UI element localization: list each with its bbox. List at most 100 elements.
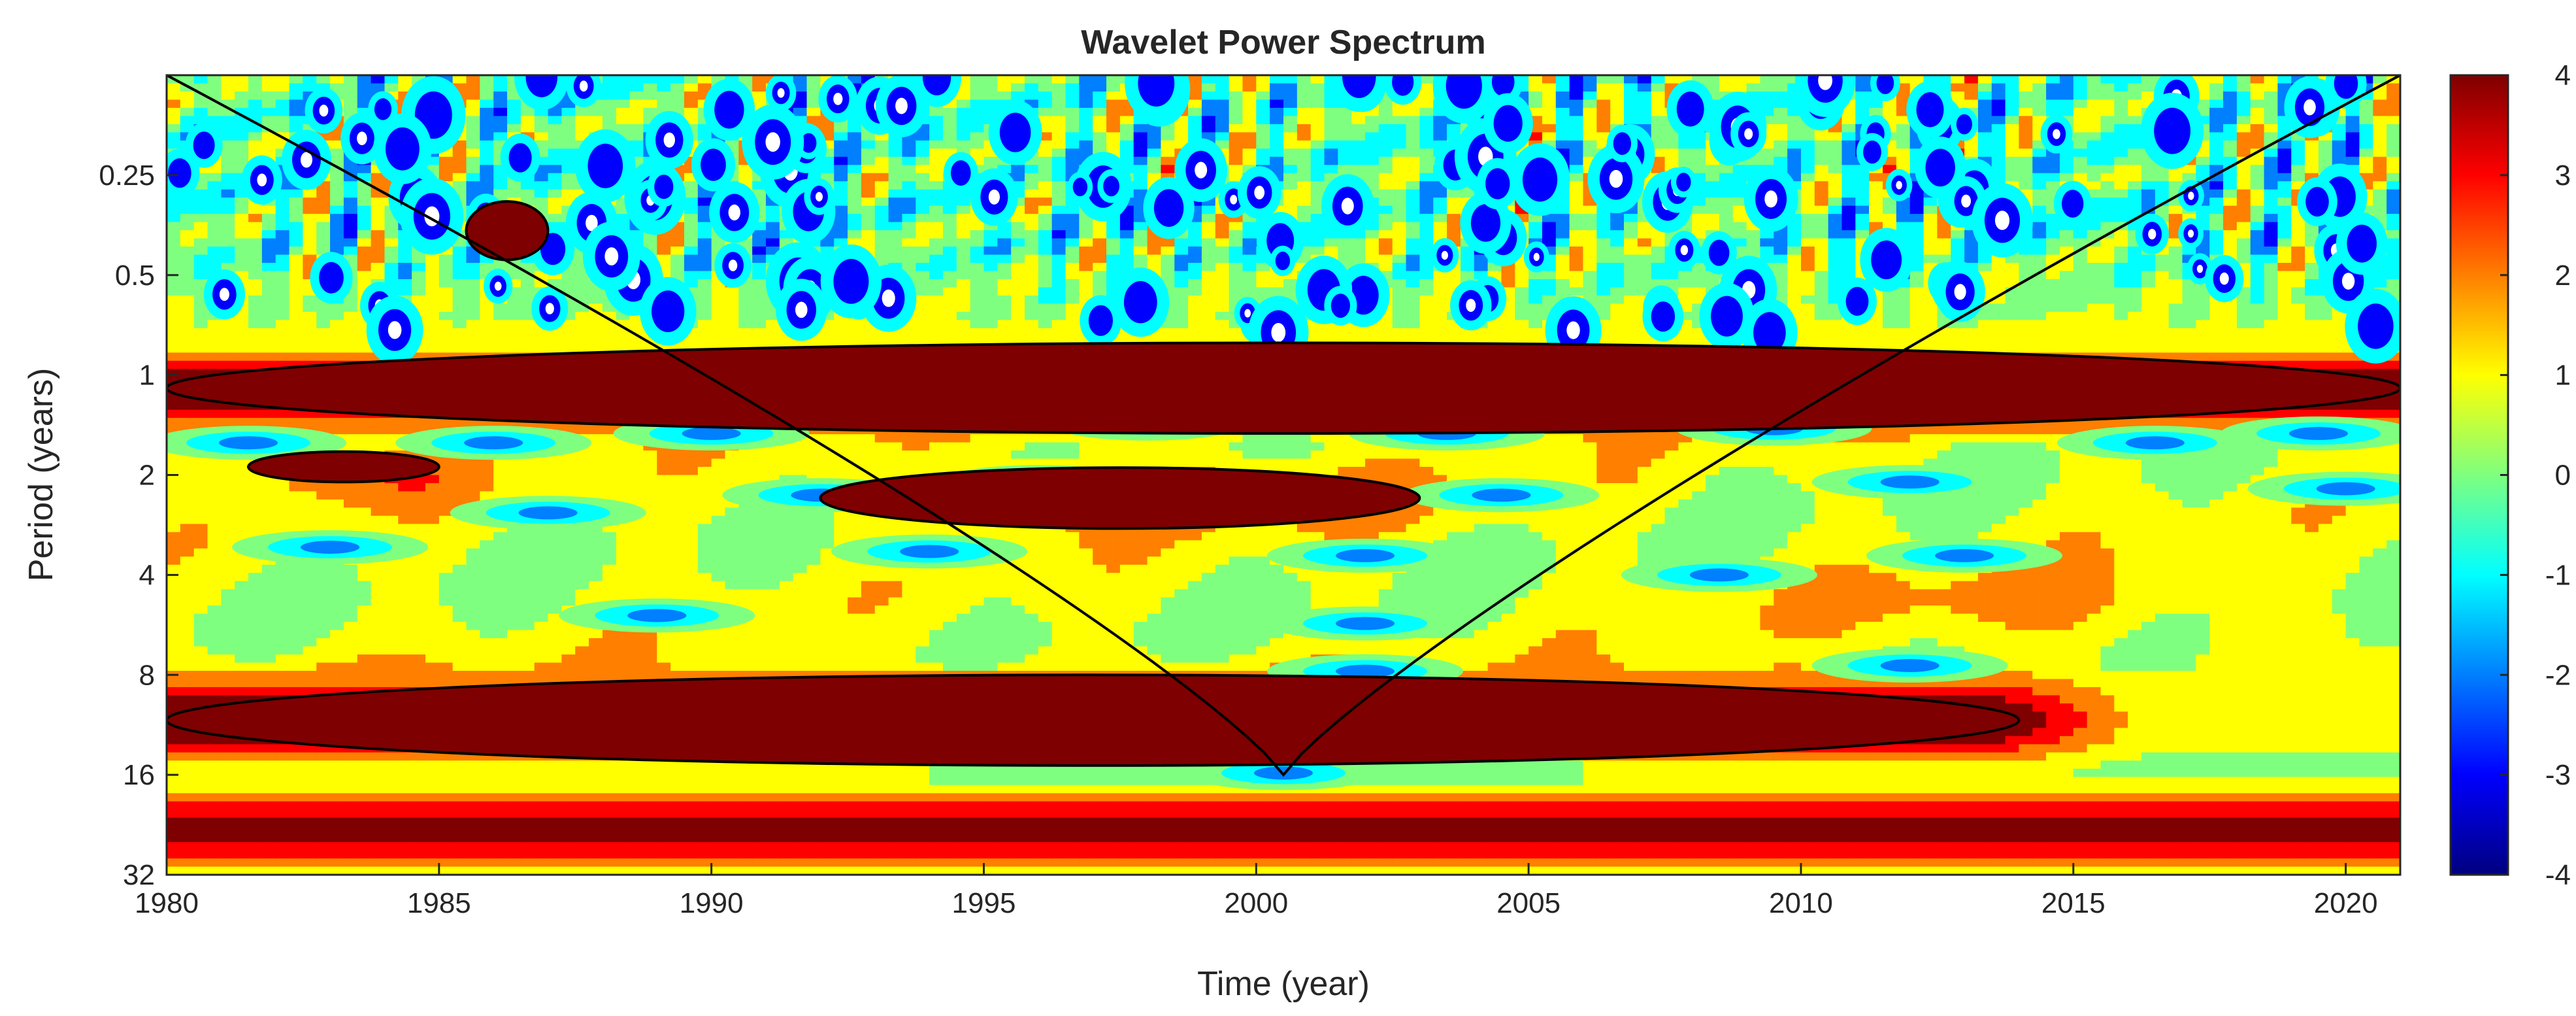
heatmap-cell (589, 662, 603, 671)
heatmap-cell (412, 679, 426, 688)
heatmap-cell (697, 638, 712, 647)
heatmap-cell (180, 622, 195, 631)
heatmap-cell (493, 834, 508, 843)
heatmap-cell (221, 148, 236, 158)
heatmap-cell (466, 605, 481, 615)
heatmap-cell (248, 230, 263, 239)
heatmap-cell (738, 548, 753, 558)
heatmap-cell (643, 532, 658, 541)
heatmap-cell (316, 850, 331, 859)
heatmap-cell (820, 573, 835, 582)
heatmap-cell (425, 834, 440, 843)
heatmap-cell (820, 524, 835, 533)
heatmap-cell (684, 336, 699, 345)
heatmap-cell (438, 328, 454, 337)
heatmap-cell (697, 246, 712, 256)
heatmap-cell (752, 467, 767, 476)
heatmap-cell (657, 507, 671, 516)
heatmap-cell (534, 638, 549, 647)
heatmap-cell (180, 524, 195, 533)
heatmap-cell (316, 320, 331, 329)
heatmap-cell (752, 842, 767, 851)
heatmap-cell (848, 638, 862, 647)
heatmap-cell (438, 858, 454, 868)
heatmap-cell (684, 450, 699, 460)
heatmap-cell (316, 679, 331, 688)
heatmap-cell (657, 817, 671, 826)
heatmap-cell (670, 793, 685, 802)
heatmap-cell (725, 320, 740, 329)
heatmap-cell (261, 287, 276, 296)
heatmap-cell (766, 515, 780, 525)
heatmap-cell (548, 189, 563, 198)
heatmap-cell (371, 581, 386, 590)
heatmap-cell (221, 475, 236, 484)
heatmap-cell (398, 638, 412, 647)
heatmap-cell (602, 564, 617, 574)
heatmap-cell (589, 866, 603, 875)
heatmap-cell (289, 254, 304, 263)
heatmap-cell (330, 205, 344, 214)
heatmap-cell (193, 686, 208, 696)
heatmap-cell (343, 311, 358, 321)
heatmap-cell (697, 809, 712, 819)
heatmap-cell (602, 777, 617, 786)
heatmap-cell (303, 336, 318, 345)
heatmap-cell (697, 279, 712, 288)
heatmap-cell (725, 662, 740, 671)
heatmap-cell (371, 254, 386, 263)
heatmap-cell (357, 75, 372, 84)
heatmap-cell (629, 589, 644, 598)
heatmap-cell (848, 222, 862, 231)
heatmap-cell (167, 246, 181, 256)
heatmap-cell (738, 638, 753, 647)
heatmap-cell (235, 785, 249, 794)
heatmap-cell (684, 540, 699, 549)
heatmap-cell (793, 467, 808, 476)
heatmap-cell (589, 458, 603, 467)
heatmap-cell (261, 99, 276, 109)
heatmap-cell (412, 866, 426, 875)
heatmap-cell (180, 686, 195, 696)
heatmap-cell (412, 630, 426, 639)
heatmap-cell (534, 124, 549, 133)
heatmap-cell (848, 450, 862, 460)
heatmap-cell (602, 491, 617, 500)
heatmap-cell (848, 189, 862, 198)
heatmap-cell (643, 760, 658, 770)
heatmap-cell (330, 817, 344, 826)
heatmap-cell (616, 817, 631, 826)
heatmap-cell (493, 320, 508, 329)
heatmap-cell (738, 287, 753, 296)
heatmap-cell (289, 515, 304, 525)
heatmap-cell (806, 91, 821, 101)
heatmap-cell (167, 116, 181, 125)
heatmap-cell (193, 638, 208, 647)
heatmap-cell (670, 826, 685, 835)
heatmap-cell (616, 116, 631, 125)
heatmap-cell (643, 475, 658, 484)
heatmap-cell (180, 671, 195, 680)
heatmap-cell (697, 646, 712, 655)
heatmap-cell (438, 458, 454, 467)
heatmap-cell (616, 850, 631, 859)
heatmap-cell (534, 850, 549, 859)
heatmap-cell (261, 507, 276, 516)
heatmap-cell (248, 344, 263, 354)
heatmap-cell (235, 246, 249, 256)
heatmap-cell (207, 793, 222, 802)
heatmap-cell (684, 630, 699, 639)
heatmap-cell (193, 458, 208, 467)
heatmap-cell (643, 842, 658, 851)
heatmap-cell (316, 826, 331, 835)
heatmap-cell (616, 540, 631, 549)
heatmap-cell (167, 736, 181, 745)
heatmap-cell (602, 556, 617, 566)
heatmap-cell (711, 842, 726, 851)
heatmap-cell (316, 817, 331, 826)
heatmap-cell (507, 263, 521, 272)
heatmap-cell (548, 344, 563, 354)
heatmap-cell (657, 662, 671, 671)
heatmap-cell (466, 613, 481, 622)
heatmap-cell (534, 662, 549, 671)
